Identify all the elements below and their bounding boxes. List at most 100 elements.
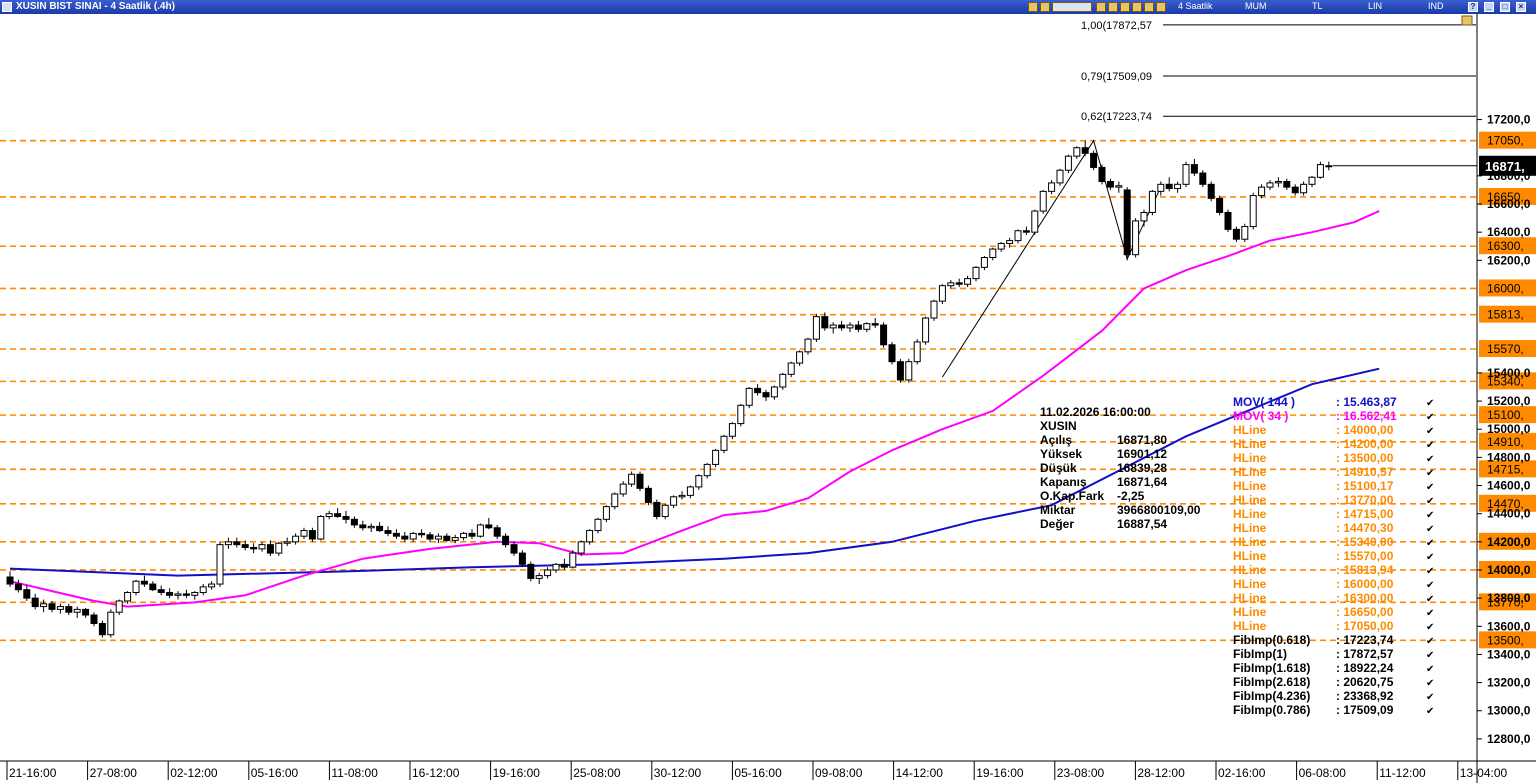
candle [325, 510, 333, 520]
legend-name: HLine [1233, 563, 1267, 577]
scale-selector[interactable]: LIN [1368, 1, 1383, 11]
candle [997, 242, 1005, 252]
legend-value: : 14000,00 [1336, 423, 1394, 437]
candle [938, 284, 946, 304]
legend-name: FibImp(4.236) [1233, 689, 1310, 703]
candle [250, 543, 258, 554]
help-button[interactable]: ? [1468, 2, 1478, 12]
indicator-selector[interactable]: IND [1428, 1, 1444, 11]
candle [1081, 140, 1089, 157]
legend-check-icon: ✔ [1426, 440, 1434, 451]
chart-style-selector[interactable]: MUM [1245, 1, 1267, 11]
candle [762, 389, 770, 402]
candle [628, 471, 636, 487]
maximize-button[interactable]: □ [1500, 2, 1510, 12]
candle [972, 265, 980, 282]
hline-price-label: 15813, [1487, 308, 1524, 322]
legend-check-icon: ✔ [1426, 538, 1434, 549]
legend-check-icon: ✔ [1426, 398, 1434, 409]
legend-value: : 14910,57 [1336, 465, 1394, 479]
candle [1316, 161, 1324, 179]
toolbar-icon-5[interactable] [1120, 2, 1130, 12]
close-button[interactable]: × [1516, 2, 1526, 12]
candle [594, 517, 602, 534]
candle-body [1165, 183, 1173, 190]
candle [1031, 209, 1039, 235]
candle [1048, 180, 1056, 195]
candle-body [1140, 211, 1148, 222]
candle [266, 540, 274, 556]
candle-body [510, 544, 518, 554]
y-tick-label: 14200,0 [1487, 535, 1531, 549]
x-tick-label: 21-16:00 [9, 766, 57, 780]
candle-body [1174, 183, 1182, 190]
candle [434, 533, 442, 544]
toolbar-icon-1[interactable] [1028, 2, 1038, 12]
legend-value: : 18922,24 [1336, 661, 1394, 675]
candle [905, 358, 913, 383]
x-tick-label: 16-12:00 [412, 766, 460, 780]
period-selector[interactable]: 4 Saatlik [1178, 1, 1213, 11]
candle [1266, 180, 1274, 190]
toolbar-icon-4[interactable] [1108, 2, 1118, 12]
candle-body [31, 597, 39, 608]
moving-average-line [9, 210, 1380, 608]
candle [502, 533, 510, 548]
candle-body [737, 404, 745, 425]
candle [821, 312, 829, 331]
candle-body [1308, 176, 1316, 185]
minimize-button[interactable]: _ [1484, 2, 1494, 12]
legend-name: HLine [1233, 479, 1267, 493]
candle [1157, 181, 1165, 196]
toolbar-icon-8[interactable] [1156, 2, 1166, 12]
toolbar-icon-7[interactable] [1144, 2, 1154, 12]
candle [1123, 187, 1131, 261]
candle [913, 339, 921, 365]
candle [661, 503, 669, 520]
hline-price-tag [1479, 460, 1536, 478]
candle [787, 361, 795, 378]
hline-price-tag [1479, 560, 1536, 578]
price-chart[interactable]: 17050, 16650, 16300, 16000, 15813, 15570, 1534… [0, 14, 1536, 783]
legend-name: HLine [1233, 451, 1267, 465]
candle [1199, 170, 1207, 188]
toolbar-icon-6[interactable] [1132, 2, 1142, 12]
currency-selector[interactable]: TL [1312, 1, 1323, 11]
candle-body [241, 544, 249, 548]
candle-body [266, 544, 274, 554]
title-bar: XUSIN BIST SINAI - 4 Saatlik (.4h) 4 Saa… [0, 0, 1536, 14]
candle [1056, 168, 1064, 186]
legend-check-icon: ✔ [1426, 552, 1434, 563]
candle [1300, 181, 1308, 196]
candle-body [569, 552, 577, 568]
legend-name: MOV( 144 ) [1233, 395, 1295, 409]
candle-body [1316, 164, 1324, 178]
candle [166, 588, 174, 599]
toolbar-icon-3[interactable] [1096, 2, 1106, 12]
candle [880, 322, 888, 348]
candle [552, 562, 560, 573]
candle [829, 322, 837, 334]
candle [1148, 189, 1156, 216]
candle-body [1190, 164, 1198, 174]
candle [1022, 226, 1030, 235]
toolbar-field[interactable] [1052, 2, 1092, 12]
legend-check-icon: ✔ [1426, 454, 1434, 465]
candle [1291, 184, 1299, 196]
x-tick-label: 25-08:00 [573, 766, 621, 780]
candle-body [174, 593, 182, 596]
toolbar-icon-2[interactable] [1040, 2, 1050, 12]
candle [14, 579, 22, 593]
candle [1140, 209, 1148, 227]
info-symbol: XUSIN [1040, 419, 1077, 433]
candle [6, 571, 14, 587]
candle-body [796, 351, 804, 364]
candle-body [384, 530, 392, 534]
legend-value: : 14200,00 [1336, 437, 1394, 451]
candle-body [208, 583, 216, 588]
legend-check-icon: ✔ [1426, 482, 1434, 493]
candle-body [1132, 220, 1140, 256]
candle [1174, 181, 1182, 193]
app-icon[interactable] [2, 2, 12, 12]
candle [980, 256, 988, 271]
